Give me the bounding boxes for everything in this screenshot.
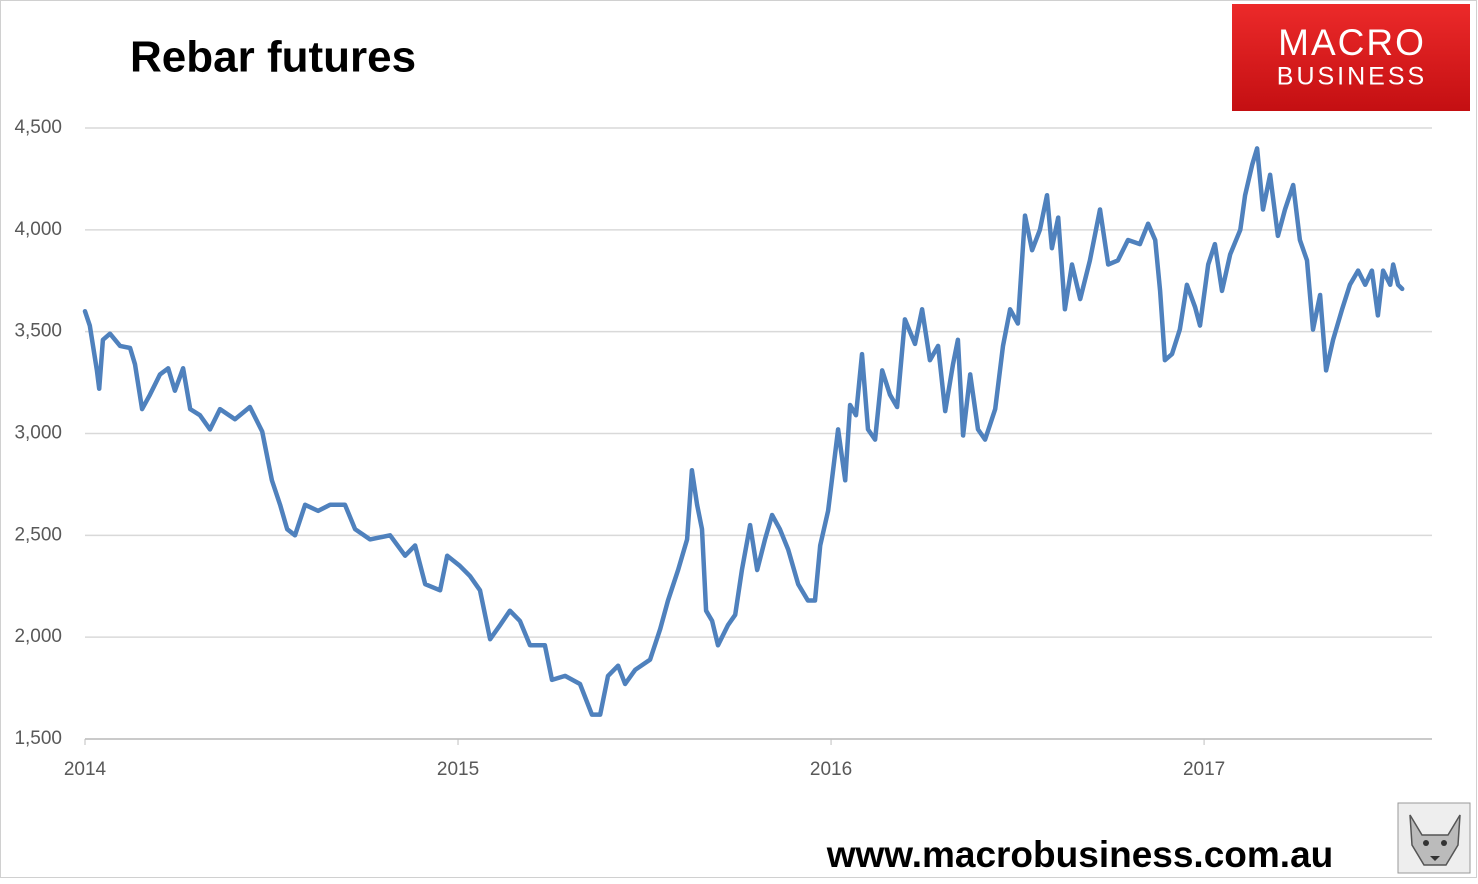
y-tick-label: 1,500	[14, 728, 62, 749]
y-tick-label: 3,500	[14, 321, 62, 342]
x-tick-label: 2016	[810, 759, 852, 780]
logo-line1: MACRO	[1278, 22, 1426, 63]
logo-box	[1232, 4, 1470, 111]
plot-area: 1,500 2,000 2,500 3,000 3,500 4,000 4,500 2014 2…	[14, 117, 1432, 780]
y-tick-label: 4,000	[14, 219, 62, 240]
y-tick-label: 3,000	[14, 423, 62, 444]
wolf-icon	[1397, 802, 1471, 874]
y-tick-label: 4,500	[14, 117, 62, 138]
price-line	[82, 146, 1405, 717]
x-tick-label: 2014	[64, 759, 107, 780]
website: www.macrobusiness.com.au	[826, 834, 1334, 875]
x-tick-label: 2015	[437, 759, 479, 780]
y-tick-label: 2,000	[14, 626, 62, 647]
logo-line2: BUSINESS	[1277, 63, 1427, 91]
chart-title: Rebar futures	[130, 33, 416, 82]
x-tick-label: 2017	[1183, 759, 1225, 780]
y-tick-label: 2,500	[14, 524, 62, 545]
